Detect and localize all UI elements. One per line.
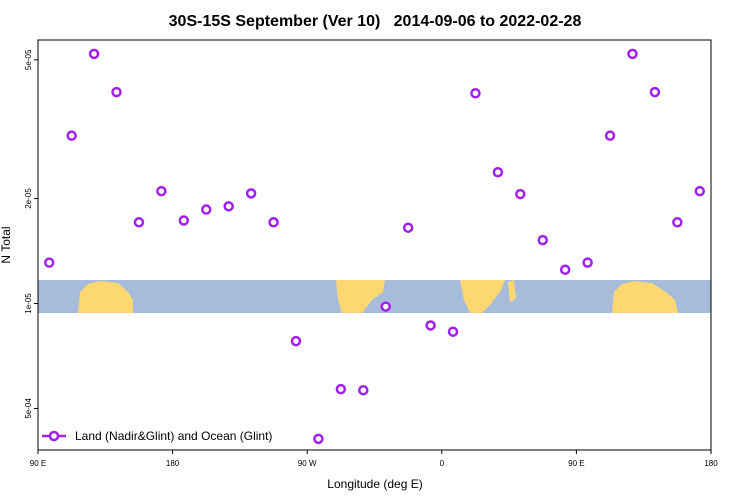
point (672, 217, 683, 228)
point (425, 320, 436, 331)
point (694, 185, 706, 197)
chart-title: 30S-15S September (Ver 10) 2014-09-06 to… (169, 13, 582, 30)
x-tick-label: 90 E (568, 459, 584, 468)
point (178, 215, 190, 226)
point (88, 48, 100, 60)
point (66, 130, 77, 141)
point (133, 217, 145, 228)
point (627, 48, 638, 60)
x-tick-label: 90 E (30, 459, 46, 468)
y-tick-label: 5e-04 (24, 398, 33, 419)
legend-marker (48, 430, 60, 442)
point (492, 166, 504, 178)
point (582, 257, 593, 268)
y-axis-label: N Total (0, 226, 13, 263)
point (515, 188, 526, 200)
point (335, 383, 347, 395)
point (447, 326, 459, 337)
point (380, 301, 391, 312)
point (559, 264, 571, 275)
point (223, 201, 234, 212)
plot-frame (37, 39, 712, 451)
point (290, 335, 302, 347)
x-tick-label: 90 W (298, 459, 317, 468)
y-tick-label: 1e-05 (24, 293, 33, 314)
y-tick-label: 2e-05 (24, 188, 33, 209)
point (537, 234, 548, 246)
legend-label: Land (Nadir&Glint) and Ocean (Glint) (75, 429, 272, 443)
point (201, 204, 212, 215)
point (268, 217, 279, 228)
point (649, 86, 661, 98)
point (245, 188, 257, 199)
map-strip (38, 280, 711, 313)
point (470, 87, 481, 99)
point (156, 185, 167, 197)
point (358, 384, 369, 396)
point (604, 130, 616, 141)
point (111, 86, 122, 98)
x-tick-label: 0 (440, 459, 445, 468)
point (402, 222, 414, 233)
x-tick-label: 180 (704, 459, 718, 468)
y-tick-label: 5e-05 (24, 49, 33, 70)
x-axis-label: Longitude (deg E) (327, 477, 422, 491)
point (313, 433, 324, 445)
x-tick-label: 180 (166, 459, 180, 468)
point (43, 257, 55, 268)
